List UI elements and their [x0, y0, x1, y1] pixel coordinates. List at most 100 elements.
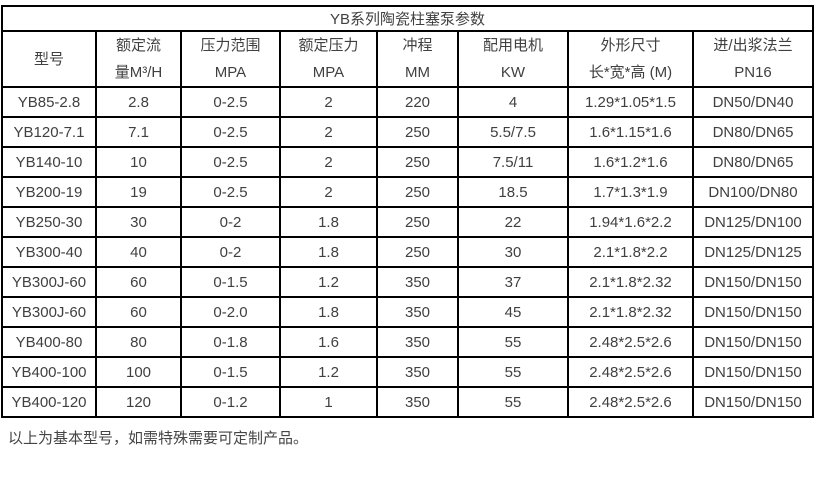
cell-dimensions: 1.6*1.15*1.6 — [567, 116, 694, 148]
column-header-stroke: 冲程 MM — [376, 30, 459, 88]
cell-stroke: 350 — [376, 296, 459, 328]
cell-rated-pressure: 1.8 — [279, 206, 378, 238]
footer-note: 以上为基本型号，如需特殊需要可定制产品。 — [8, 430, 309, 447]
cell-flange: DN150/DN150 — [691, 266, 814, 298]
column-header-motor-power: 配用电机 KW — [457, 30, 569, 88]
cell-rated-flow: 60 — [95, 296, 182, 328]
cell-rated-pressure: 1.6 — [279, 326, 378, 358]
cell-model: YB85-2.8 — [1, 86, 97, 118]
cell-rated-pressure: 1.2 — [279, 266, 378, 298]
cell-motor-power: 22 — [457, 206, 569, 238]
column-header-line: 冲程 — [402, 37, 433, 54]
column-header-rated-flow: 额定流量M³/H — [95, 30, 182, 88]
table-row: YB400-120 120 0-1.2 1 350 55 2.48*2.5*2.6 DN150… — [1, 386, 814, 418]
cell-rated-flow: 7.1 — [95, 116, 182, 148]
cell-rated-flow: 10 — [95, 146, 182, 178]
column-header-line: 额定压力 — [298, 37, 359, 54]
cell-stroke: 350 — [376, 266, 459, 298]
cell-motor-power: 7.5/11 — [457, 146, 569, 178]
cell-rated-pressure: 2 — [279, 116, 378, 148]
cell-motor-power: 55 — [457, 386, 569, 418]
cell-pressure-range: 0-1.5 — [180, 266, 281, 298]
table-row: YB300-40 40 0-2 1.8 250 30 2.1*1.8*2.2 DN125/DN… — [1, 236, 814, 268]
cell-model: YB250-30 — [1, 206, 97, 238]
header-row: 型号 额定流 量M³/H 压力范围 MPA 额定压力 MPA 冲程 MM 配用电机 KW 外形尺寸 长*… — [1, 30, 814, 88]
cell-dimensions: 1.7*1.3*1.9 — [567, 176, 694, 208]
cell-pressure-range: 0-2.5 — [180, 176, 281, 208]
cell-flange: DN125/DN100 — [691, 206, 814, 238]
table-row: YB120-7.1 7.1 0-2.5 2 250 5.5/7.5 1.6*1.15*1.6… — [1, 116, 814, 148]
cell-rated-flow: 19 — [95, 176, 182, 208]
cell-rated-pressure: 1 — [279, 386, 378, 418]
cell-model: YB400-80 — [1, 326, 97, 358]
cell-stroke: 350 — [376, 356, 459, 388]
cell-flange: DN80/DN65 — [691, 116, 814, 148]
column-header-model: 型号 — [1, 30, 97, 88]
cell-motor-power: 55 — [457, 356, 569, 388]
cell-model: YB400-120 — [1, 386, 97, 418]
cell-pressure-range: 0-1.2 — [180, 386, 281, 418]
cell-dimensions: 2.48*2.5*2.6 — [567, 356, 694, 388]
column-header-line: PN16 — [734, 64, 772, 81]
cell-motor-power: 45 — [457, 296, 569, 328]
table-row: YB140-10 10 0-2.5 2 250 7.5/11 1.6*1.2*1.6 DN80… — [1, 146, 814, 178]
table-row: YB200-19 19 0-2.5 2 250 18.5 1.7*1.3*1.9 DN100/… — [1, 176, 814, 208]
cell-stroke: 350 — [376, 326, 459, 358]
cell-model: YB300J-60 — [1, 266, 97, 298]
cell-dimensions: 1.29*1.05*1.5 — [567, 86, 694, 118]
cell-model: YB120-7.1 — [1, 116, 97, 148]
cell-stroke: 250 — [376, 146, 459, 178]
cell-pressure-range: 0-1.8 — [180, 326, 281, 358]
column-header-line: MPA — [214, 64, 247, 81]
cell-dimensions: 2.1*1.8*2.2 — [567, 236, 694, 268]
cell-model: YB300-40 — [1, 236, 97, 268]
cell-pressure-range: 0-2 — [180, 206, 281, 238]
cell-rated-flow: 80 — [95, 326, 182, 358]
table-row: YB250-30 30 0-2 1.8 250 22 1.94*1.6*2.2 DN125/D… — [1, 206, 814, 238]
cell-flange: DN125/DN125 — [691, 236, 814, 268]
column-header-line: 型号 — [33, 50, 64, 68]
cell-pressure-range: 0-2.5 — [180, 116, 281, 148]
cell-rated-flow: 40 — [95, 236, 182, 268]
column-header-line: MM — [405, 64, 430, 81]
cell-dimensions: 2.1*1.8*2.32 — [567, 296, 694, 328]
column-header-line: 额定流 — [115, 37, 161, 54]
cell-rated-pressure: 2 — [279, 146, 378, 178]
cell-model: YB400-100 — [1, 356, 97, 388]
table-row: YB400-100 100 0-1.5 1.2 350 55 2.48*2.5*2.6 DN1… — [1, 356, 814, 388]
cell-rated-flow: 100 — [95, 356, 182, 388]
cell-stroke: 220 — [376, 86, 459, 118]
cell-pressure-range: 0-2.5 — [180, 146, 281, 178]
cell-rated-flow: 2.8 — [95, 86, 182, 118]
cell-model: YB140-10 — [1, 146, 97, 178]
column-header-line: 外形尺寸 — [600, 37, 661, 54]
cell-flange: DN100/DN80 — [691, 176, 814, 208]
cell-motor-power: 4 — [457, 86, 569, 118]
cell-rated-pressure: 2 — [279, 176, 378, 208]
cell-rated-pressure: 1.8 — [279, 236, 378, 268]
cell-motor-power: 37 — [457, 266, 569, 298]
column-header-pressure-range: 压力范围 MPA — [180, 30, 281, 88]
column-header-line: 量M³/H — [114, 64, 163, 81]
cell-model: YB300J-60 — [1, 296, 97, 328]
cell-motor-power: 30 — [457, 236, 569, 268]
cell-dimensions: 2.1*1.8*2.32 — [567, 266, 694, 298]
column-header-line: 进/出浆法兰 — [713, 37, 793, 54]
table-row: YB300J-60 60 0-1.5 1.2 350 37 2.1*1.8*2.32 DN15… — [1, 266, 814, 298]
cell-rated-flow: 60 — [95, 266, 182, 298]
title-row: YB系列陶瓷柱塞泵参数 — [0, 5, 814, 32]
cell-flange: DN150/DN150 — [691, 296, 814, 328]
cell-stroke: 250 — [376, 176, 459, 208]
cell-stroke: 250 — [376, 116, 459, 148]
cell-rated-pressure: 1.8 — [279, 296, 378, 328]
pump-spec-table: YB系列陶瓷柱塞泵参数 型号 额定流 量M³/H 压力范围 MPA 额定压力 MPA 冲程 MM… — [0, 5, 814, 418]
table-title: YB系列陶瓷柱塞泵参数 — [0, 5, 814, 32]
cell-dimensions: 1.6*1.2*1.6 — [567, 146, 694, 178]
cell-motor-power: 5.5/7.5 — [457, 116, 569, 148]
cell-rated-flow: 30 — [95, 206, 182, 238]
cell-flange: DN150/DN150 — [691, 356, 814, 388]
table-row: YB85-2.8 2.8 0-2.5 2 220 4 1.29*1.05*1.5 DN50/D… — [1, 86, 814, 118]
cell-pressure-range: 0-1.5 — [180, 356, 281, 388]
cell-dimensions: 2.48*2.5*2.6 — [567, 386, 694, 418]
